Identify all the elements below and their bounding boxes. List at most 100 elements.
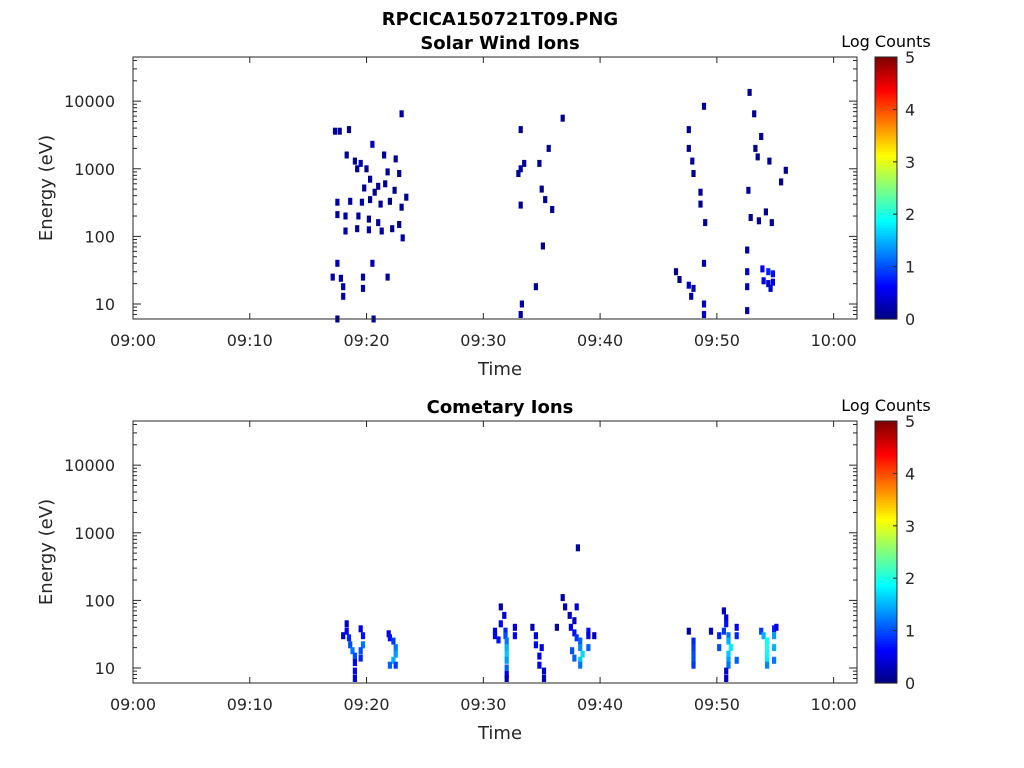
spectrogram-cell (703, 219, 708, 227)
spectrogram-cell (503, 632, 508, 640)
spectrogram-cell (359, 198, 364, 206)
spectrogram-cell (385, 273, 390, 281)
colorbar-segment (875, 88, 897, 92)
spectrogram-cell (560, 114, 565, 122)
colorbar-segment (875, 447, 897, 451)
colorbar-segment (875, 305, 897, 310)
spectrogram-cell (752, 110, 757, 118)
colorbar-segment (875, 96, 897, 100)
colorbar-segment (875, 499, 897, 503)
colorbar-segment (875, 188, 897, 192)
colorbar-segment (875, 193, 897, 197)
spectrogram-cell (755, 153, 760, 161)
colorbar-segment (875, 248, 897, 252)
colorbar-segment (875, 146, 897, 150)
spectrogram-cell (503, 627, 508, 635)
panel-title: Cometary Ions (427, 397, 574, 418)
x-tick-label: 09:40 (577, 331, 623, 350)
spectrogram-cell (504, 644, 509, 652)
spectrogram-cell (399, 203, 404, 211)
colorbar-segment (875, 277, 897, 281)
spectrogram-cell (366, 215, 371, 223)
colorbar-segment (875, 243, 897, 247)
colorbar-segment (875, 190, 897, 194)
colorbar-segment (875, 470, 897, 474)
colorbar-segment (875, 101, 897, 105)
colorbar-segment (875, 669, 897, 674)
axes-frame (132, 420, 858, 684)
colorbar-segment (875, 654, 897, 658)
colorbar-segment (875, 206, 897, 210)
colorbar-segment (875, 517, 897, 522)
colorbar-segment (875, 536, 897, 540)
colorbar-segment (875, 308, 897, 312)
spectrogram-cell (691, 637, 696, 645)
colorbar-title: Log Counts (841, 396, 931, 415)
spectrogram-cell (578, 656, 583, 664)
colorbar-segment (875, 633, 897, 637)
colorbar-tick-label: 2 (905, 569, 915, 588)
spectrogram-cell (337, 127, 342, 135)
colorbar-segment (875, 588, 897, 592)
colorbar-segment (875, 195, 897, 200)
spectrogram-cell (774, 623, 779, 631)
spectrogram-cell (330, 273, 335, 281)
spectrogram-cell (550, 206, 555, 213)
x-tick-label: 09:40 (577, 695, 623, 714)
colorbar-segment (875, 426, 897, 430)
spectrogram-cell (586, 644, 591, 652)
colorbar-segment (875, 159, 897, 163)
spectrogram-cell (701, 300, 707, 308)
colorbar-segment (875, 625, 897, 629)
spectrogram-cell (358, 159, 363, 167)
spectrogram-cell (726, 656, 731, 664)
colorbar-segment (875, 546, 897, 550)
spectrogram-cell (578, 644, 583, 652)
colorbar-segment (875, 544, 897, 548)
spectrogram-cell (504, 650, 509, 658)
colorbar-segment (875, 292, 897, 297)
spectrogram-cell (518, 311, 523, 318)
spectrogram-cell (726, 650, 731, 658)
colorbar-segment (875, 507, 897, 511)
colorbar-segment (875, 269, 897, 273)
colorbar-segment (875, 648, 897, 653)
colorbar-segment (875, 533, 897, 537)
colorbar-segment (875, 643, 897, 647)
colorbar-tick-label: 1 (905, 622, 915, 641)
colorbar-segment (875, 441, 897, 446)
colorbar-segment (875, 298, 897, 302)
colorbar-segment (875, 180, 897, 184)
colorbar-segment (875, 148, 897, 152)
colorbar-segment (875, 593, 897, 598)
x-tick-label: 09:20 (343, 695, 389, 714)
spectrogram-cell (572, 654, 577, 662)
colorbar-segment (875, 70, 897, 74)
colorbar-segment (875, 614, 897, 619)
colorbar-segment (875, 575, 897, 579)
colorbar-segment (875, 486, 897, 490)
spectrogram-cell (539, 185, 544, 193)
colorbar-segment (875, 279, 897, 283)
spectrogram-cell (728, 644, 733, 652)
spectrogram-cell (540, 242, 545, 250)
spectrogram-cell (504, 656, 509, 664)
colorbar-segment (875, 583, 897, 587)
colorbar-segment (875, 565, 897, 569)
colorbar-segment (875, 675, 897, 679)
spectrogram-cell (393, 644, 398, 652)
spectrogram-cell (376, 219, 381, 227)
colorbar-segment (875, 125, 897, 129)
colorbar-segment (875, 609, 897, 613)
colorbar-segment (875, 436, 897, 440)
colorbar-segment (875, 114, 897, 118)
colorbar-tick-label: 1 (905, 258, 915, 277)
spectrogram-cell (701, 259, 707, 267)
spectrogram-cell (385, 168, 390, 176)
colorbar-segment (875, 201, 897, 205)
panel-title: Solar Wind Ions (420, 33, 579, 54)
spectrogram-cell (586, 627, 591, 635)
spectrogram-cell (689, 292, 694, 300)
spectrogram-cell (763, 208, 768, 216)
spectrogram-cells (341, 544, 779, 682)
